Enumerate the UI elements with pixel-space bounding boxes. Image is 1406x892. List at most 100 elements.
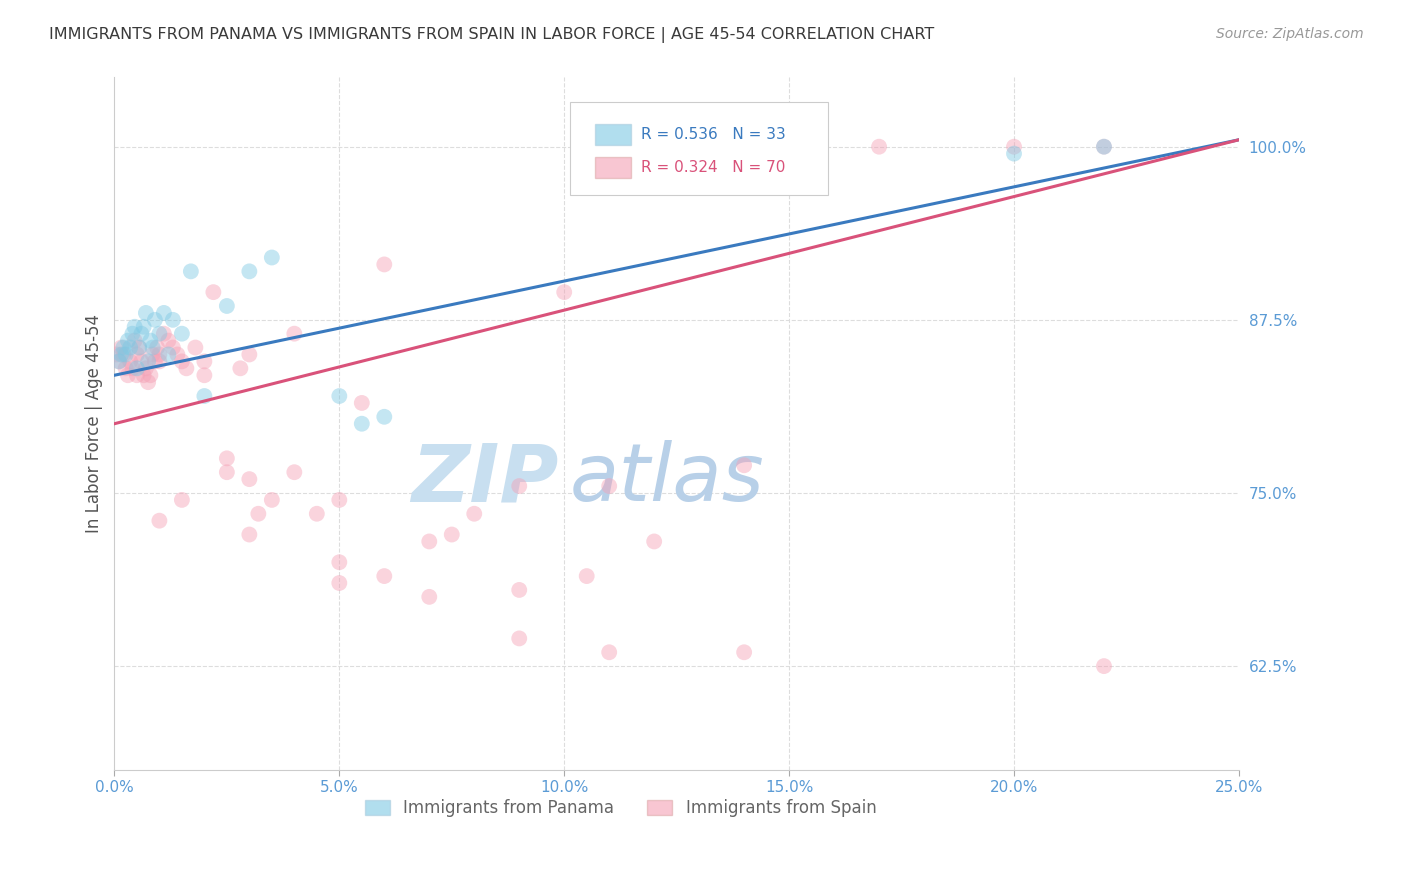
Point — [238, 264, 260, 278]
Point — [373, 409, 395, 424]
Point — [112, 341, 135, 355]
Point — [112, 347, 135, 361]
Point — [238, 347, 260, 361]
Point — [125, 368, 148, 383]
Point — [139, 334, 162, 348]
Point — [575, 569, 598, 583]
Point — [131, 354, 153, 368]
Point — [184, 341, 207, 355]
Point — [135, 306, 157, 320]
Point — [1092, 139, 1115, 153]
Point — [110, 341, 132, 355]
Point — [125, 361, 148, 376]
Point — [193, 389, 215, 403]
Point — [146, 341, 169, 355]
Legend: Immigrants from Panama, Immigrants from Spain: Immigrants from Panama, Immigrants from … — [359, 793, 883, 824]
Point — [120, 354, 142, 368]
Point — [142, 341, 165, 355]
Point — [328, 555, 350, 569]
Point — [350, 417, 373, 431]
Point — [170, 354, 193, 368]
Text: atlas: atlas — [569, 440, 765, 518]
Text: R = 0.536   N = 33: R = 0.536 N = 33 — [641, 127, 786, 142]
Point — [305, 507, 328, 521]
Point — [157, 334, 180, 348]
Point — [328, 576, 350, 591]
Point — [1092, 659, 1115, 673]
Point — [157, 347, 180, 361]
Point — [598, 479, 620, 493]
Point — [124, 334, 146, 348]
Point — [328, 492, 350, 507]
Point — [373, 257, 395, 271]
Point — [153, 326, 176, 341]
Point — [114, 347, 136, 361]
Point — [1002, 146, 1025, 161]
Point — [153, 306, 176, 320]
Point — [643, 534, 665, 549]
Point — [121, 361, 143, 376]
Point — [143, 354, 166, 368]
Point — [598, 645, 620, 659]
Point — [148, 514, 170, 528]
Point — [166, 347, 188, 361]
Point — [124, 319, 146, 334]
Point — [868, 139, 890, 153]
Point — [148, 326, 170, 341]
Point — [283, 465, 305, 479]
Point — [553, 285, 575, 300]
Point — [132, 368, 155, 383]
Point — [180, 264, 202, 278]
Point — [132, 319, 155, 334]
Point — [778, 146, 800, 161]
Text: ZIP: ZIP — [411, 440, 558, 518]
Point — [135, 361, 157, 376]
Point — [128, 341, 150, 355]
Text: IMMIGRANTS FROM PANAMA VS IMMIGRANTS FROM SPAIN IN LABOR FORCE | AGE 45-54 CORRE: IMMIGRANTS FROM PANAMA VS IMMIGRANTS FRO… — [49, 27, 935, 43]
Point — [1002, 139, 1025, 153]
Point — [328, 389, 350, 403]
Point — [373, 569, 395, 583]
Point — [108, 354, 131, 368]
Point — [176, 361, 198, 376]
FancyBboxPatch shape — [595, 157, 630, 178]
Point — [238, 472, 260, 486]
Point — [139, 368, 162, 383]
Point — [229, 361, 252, 376]
Point — [463, 507, 485, 521]
Point — [114, 361, 136, 376]
Point — [162, 313, 184, 327]
Point — [418, 534, 440, 549]
Point — [121, 326, 143, 341]
Point — [215, 465, 238, 479]
Point — [440, 527, 463, 541]
Point — [136, 375, 159, 389]
Text: Source: ZipAtlas.com: Source: ZipAtlas.com — [1216, 27, 1364, 41]
Point — [215, 451, 238, 466]
FancyBboxPatch shape — [569, 102, 828, 195]
Point — [110, 347, 132, 361]
Point — [508, 632, 530, 646]
Point — [238, 527, 260, 541]
Point — [125, 347, 148, 361]
Point — [193, 354, 215, 368]
Point — [117, 368, 139, 383]
Point — [162, 341, 184, 355]
Point — [733, 645, 755, 659]
Point — [283, 326, 305, 341]
Point — [105, 347, 128, 361]
Point — [142, 347, 165, 361]
Point — [508, 582, 530, 597]
Point — [170, 326, 193, 341]
Point — [778, 139, 800, 153]
Point — [143, 313, 166, 327]
Y-axis label: In Labor Force | Age 45-54: In Labor Force | Age 45-54 — [86, 314, 103, 533]
Point — [350, 396, 373, 410]
Point — [108, 354, 131, 368]
Text: R = 0.324   N = 70: R = 0.324 N = 70 — [641, 160, 785, 175]
Point — [260, 251, 283, 265]
Point — [117, 334, 139, 348]
FancyBboxPatch shape — [595, 124, 630, 145]
Point — [418, 590, 440, 604]
Point — [136, 354, 159, 368]
